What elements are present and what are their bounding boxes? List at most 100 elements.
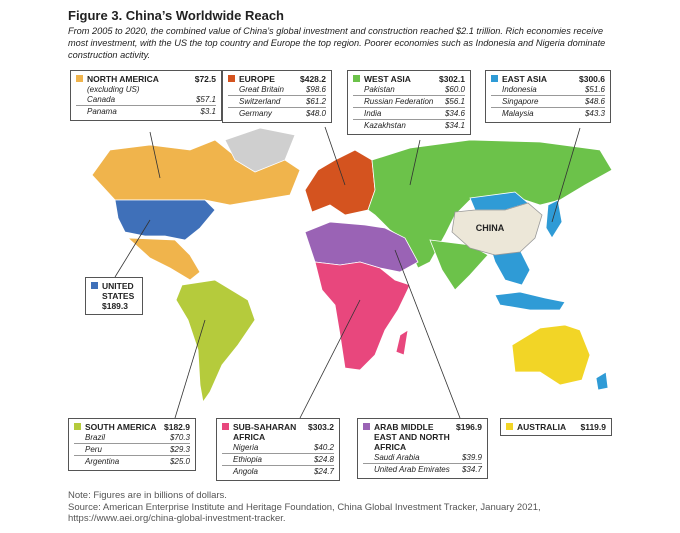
country-value: $98.6: [305, 85, 326, 94]
region-header: UNITED STATES $189.3: [91, 281, 137, 311]
region-box: SUB-SAHARAN AFRICA $303.2 Nigeria $40.2 Ethi…: [216, 418, 340, 481]
note: Note: Figures are in billions of dollars…: [68, 490, 227, 501]
region-name: SOUTH AMERICA: [85, 422, 157, 432]
leader-line: [149, 131, 161, 179]
country-row: United Arab Emirates $34.7: [363, 464, 482, 475]
country-name: Singapore: [502, 97, 539, 106]
region-name: WEST ASIA: [364, 74, 411, 84]
leader-line: [299, 299, 361, 419]
south-america-land: [175, 279, 256, 404]
country-value: $51.6: [584, 85, 605, 94]
region-total: $189.3: [102, 301, 128, 311]
leader-line: [394, 249, 461, 419]
subtitle: From 2005 to 2020, the combined value of…: [68, 26, 606, 60]
country-value: $48.0: [305, 109, 326, 118]
country-row: Kazakhstan $34.1: [353, 120, 465, 131]
greenland-land: [224, 127, 296, 173]
country-row: Peru $29.3: [74, 444, 190, 456]
color-swatch: [74, 423, 81, 430]
country-name: Canada: [87, 95, 116, 104]
region-box: EAST ASIA $300.6 Indonesia $51.6 Singapore $4…: [485, 70, 611, 123]
country-row: Indonesia $51.6: [491, 84, 605, 96]
color-swatch: [506, 423, 513, 430]
region-note: (excluding US): [87, 85, 140, 94]
country-name: Russian Federation: [364, 97, 434, 106]
color-swatch: [76, 75, 83, 82]
region-name: SUB-SAHARAN AFRICA: [233, 422, 297, 442]
color-swatch: [491, 75, 498, 82]
country-row: Angola $24.7: [222, 466, 334, 477]
country-value: $70.3: [169, 433, 190, 442]
country-name: Brazil: [85, 433, 106, 442]
region-header: ARAB MIDDLE EAST AND NORTH AFRICA $196.9: [363, 422, 482, 452]
country-name: Pakistan: [364, 85, 395, 94]
country-value: $56.1: [444, 97, 465, 106]
country-value: $34.7: [461, 465, 482, 474]
country-value: $24.7: [313, 467, 334, 476]
central-america-land: [126, 237, 201, 281]
country-value: $29.3: [169, 445, 190, 454]
region-total: $428.2: [300, 74, 326, 84]
region-total: $119.9: [580, 422, 606, 432]
region-name: AUSTRALIA: [517, 422, 567, 432]
country-name: Switzerland: [239, 97, 281, 106]
country-row: India $34.6: [353, 108, 465, 120]
country-value: $43.3: [584, 109, 605, 118]
region-name: NORTH AMERICA: [87, 74, 159, 84]
country-value: $34.6: [444, 109, 465, 118]
region-name: UNITED STATES: [102, 281, 135, 301]
region-total: $182.9: [164, 422, 190, 432]
country-name: Peru: [85, 445, 102, 454]
region-header: EAST ASIA $300.6: [491, 74, 605, 84]
color-swatch: [363, 423, 370, 430]
china-label: CHINA: [476, 223, 505, 233]
country-row: Argentina $25.0: [74, 456, 190, 467]
leader-line: [114, 219, 151, 278]
color-swatch: [222, 423, 229, 430]
region-header: SOUTH AMERICA $182.9: [74, 422, 190, 432]
country-name: Saudi Arabia: [374, 453, 420, 462]
region-box: SOUTH AMERICA $182.9 Brazil $70.3 Peru $29.3 A…: [68, 418, 196, 471]
nz-land: [595, 371, 609, 391]
country-name: Angola: [233, 467, 258, 476]
madagascar-land: [395, 329, 409, 356]
country-row: Germany $48.0: [228, 108, 326, 119]
country-value: $39.9: [461, 453, 482, 462]
region-box: WEST ASIA $302.1 Pakistan $60.0 Russian Fede…: [347, 70, 471, 135]
west-asia-land: [367, 139, 613, 269]
color-swatch: [228, 75, 235, 82]
region-label: UNITED STATES $189.3: [102, 281, 137, 311]
country-name: Great Britain: [239, 85, 284, 94]
country-row: Great Britain $98.6: [228, 84, 326, 96]
japan-land: [545, 199, 563, 239]
country-row: Ethiopia $24.8: [222, 454, 334, 466]
country-value: $34.1: [444, 121, 465, 130]
country-value: $60.0: [444, 85, 465, 94]
country-row: Singapore $48.6: [491, 96, 605, 108]
region-box: ARAB MIDDLE EAST AND NORTH AFRICA $196.9 S…: [357, 418, 488, 479]
country-value: $24.8: [313, 455, 334, 464]
country-value: $40.2: [313, 443, 334, 452]
region-box: NORTH AMERICA $72.5 (excluding US) Canada $5…: [70, 70, 222, 121]
country-row: Russian Federation $56.1: [353, 96, 465, 108]
country-row: Panama $3.1: [76, 106, 216, 117]
leader-line: [324, 126, 346, 186]
country-name: United Arab Emirates: [374, 465, 450, 474]
country-value: $3.1: [200, 107, 216, 116]
country-value: $57.1: [195, 95, 216, 104]
country-name: Argentina: [85, 457, 120, 466]
country-value: $48.6: [584, 97, 605, 106]
country-row: Brazil $70.3: [74, 432, 190, 444]
region-header: NORTH AMERICA $72.5: [76, 74, 216, 84]
region-label: AUSTRALIA $119.9: [517, 422, 606, 432]
region-name: EUROPE: [239, 74, 275, 84]
china-land: [451, 202, 543, 256]
region-total: $196.9: [456, 422, 482, 432]
indonesia-land: [494, 291, 566, 311]
region-name: EAST ASIA: [502, 74, 548, 84]
region-header: WEST ASIA $302.1: [353, 74, 465, 84]
region-name: ARAB MIDDLE EAST AND NORTH AFRICA: [374, 422, 450, 452]
color-swatch: [353, 75, 360, 82]
